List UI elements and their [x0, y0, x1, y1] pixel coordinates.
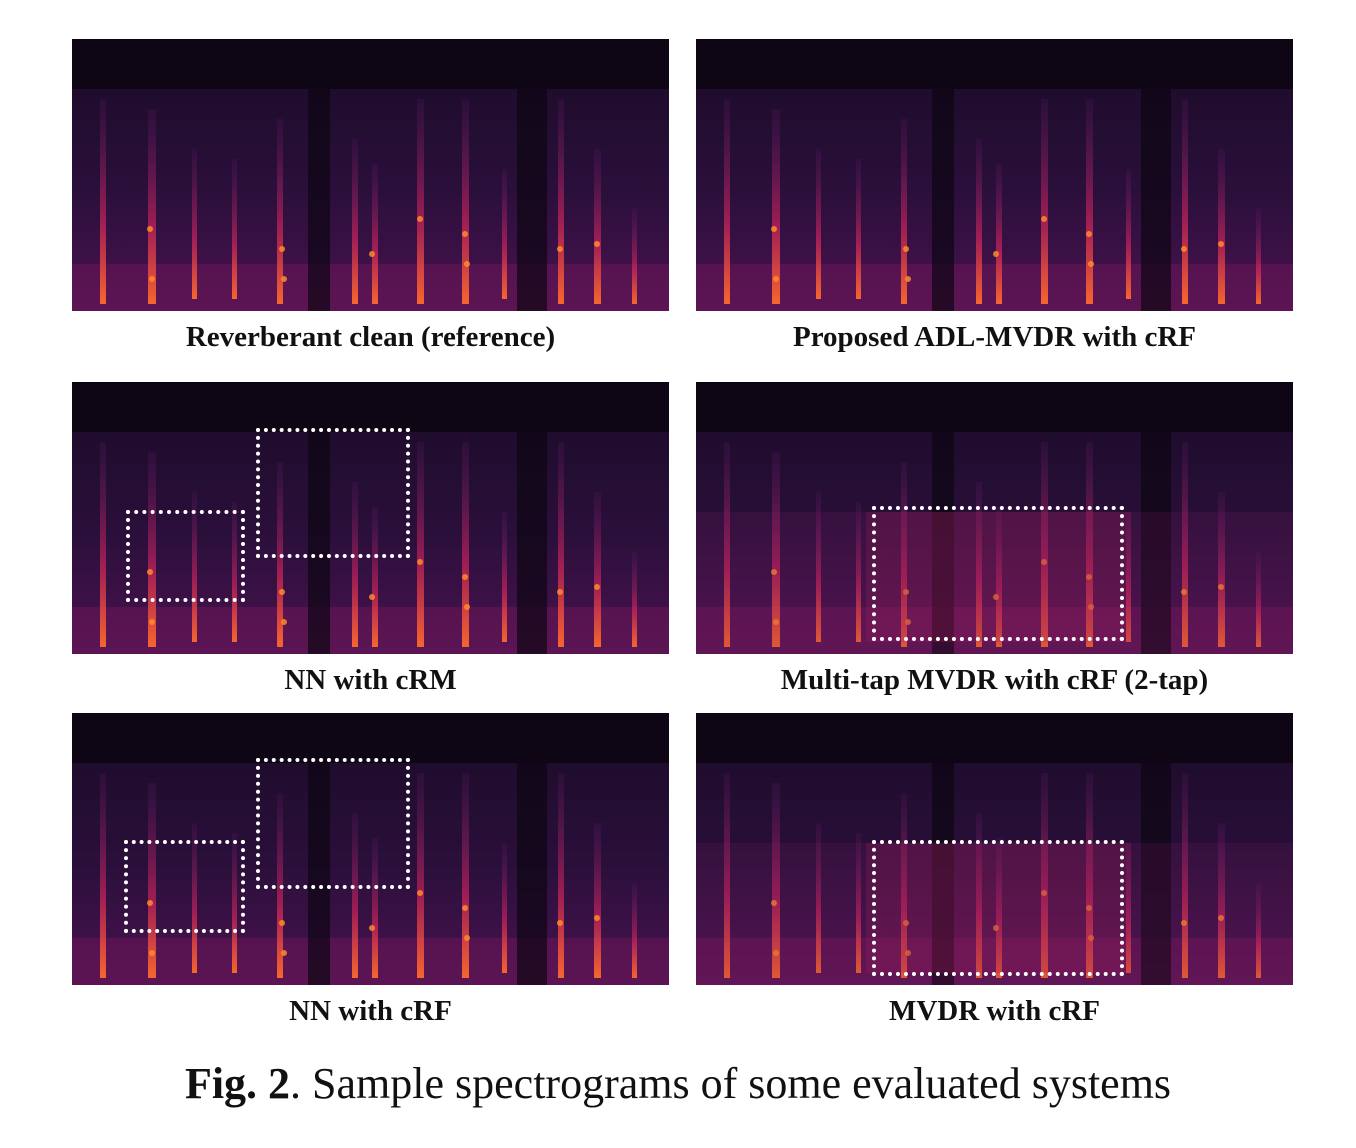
panel-label: NN with cRM	[284, 664, 457, 696]
spectrogram-image	[72, 713, 669, 985]
panel-label: Reverberant clean (reference)	[185, 321, 556, 353]
highlight-box	[872, 840, 1124, 976]
figure-number: Fig. 2	[184, 1059, 291, 1108]
panel-multi-tap-mvdr: Multi-tap MVDR with cRF (2-tap)	[696, 382, 1293, 697]
panel-mvdr-crf: MVDR with cRF	[696, 713, 1293, 1028]
panel-reverberant-clean: Reverberant clean (reference)	[72, 39, 669, 354]
caption-text: . Sample spectrograms of some evaluated …	[290, 1059, 1172, 1108]
panel-label: Multi-tap MVDR with cRF (2-tap)	[780, 664, 1209, 696]
panel-label: MVDR with cRF	[888, 995, 1100, 1027]
highlight-box	[126, 510, 245, 602]
spectrogram-image	[696, 713, 1293, 985]
panel-proposed-adl-mvdr: Proposed ADL-MVDR with cRF	[696, 39, 1293, 354]
panel-label: NN with cRF	[289, 995, 452, 1027]
panel-nn-crf: NN with cRF	[72, 713, 669, 1028]
spectrogram-image	[72, 382, 669, 654]
panel-nn-crm: NN with cRM	[72, 382, 669, 697]
spectrogram-image	[696, 39, 1293, 311]
highlight-box	[872, 506, 1124, 641]
figure-caption: Fig. 2. Sample spectrograms of some eval…	[0, 1058, 1356, 1109]
spectrogram-image	[696, 382, 1293, 654]
highlight-box	[256, 758, 410, 889]
panel-label: Proposed ADL-MVDR with cRF	[792, 321, 1197, 353]
spectrogram-image	[72, 39, 669, 311]
highlight-box	[124, 840, 245, 933]
highlight-box	[256, 428, 410, 558]
